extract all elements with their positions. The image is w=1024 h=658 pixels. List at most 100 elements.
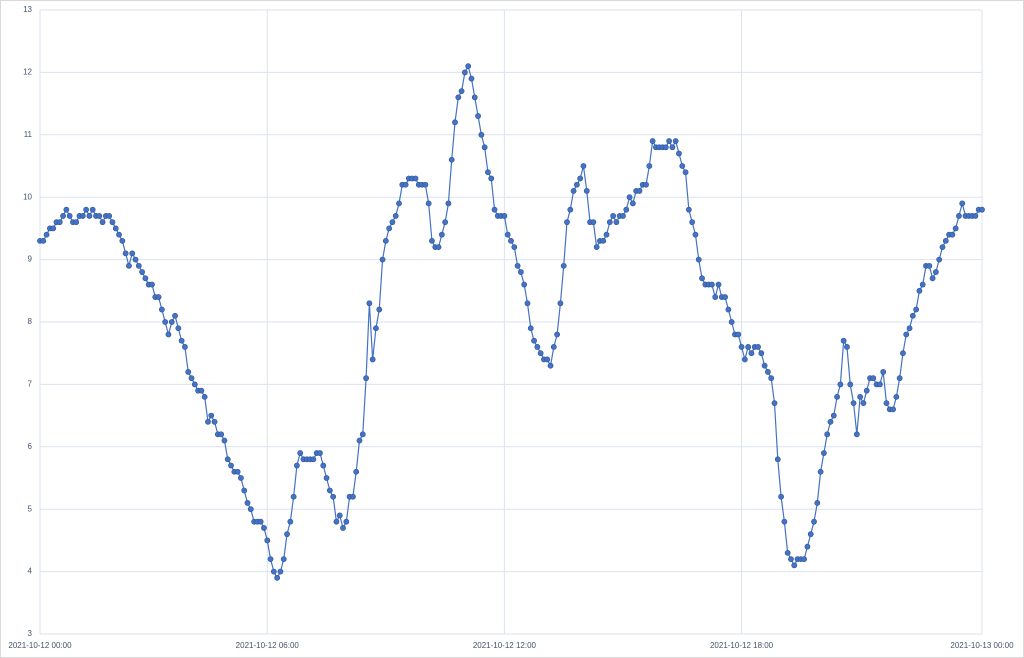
- data-point: [241, 487, 248, 494]
- data-point: [817, 468, 824, 475]
- data-point: [155, 294, 162, 300]
- data-point: [205, 418, 211, 425]
- data-point: [287, 518, 294, 525]
- data-point: [788, 556, 794, 563]
- data-point: [277, 568, 284, 575]
- data-point: [356, 437, 363, 444]
- data-point: [689, 219, 696, 226]
- data-point: [728, 319, 735, 325]
- data-point: [126, 262, 132, 269]
- data-point: [149, 281, 155, 288]
- data-point: [317, 450, 323, 456]
- data-point: [942, 237, 949, 244]
- data-point: [366, 300, 373, 307]
- data-point: [850, 400, 857, 407]
- data-point: [919, 281, 926, 288]
- data-point: [876, 381, 883, 388]
- data-point: [185, 369, 192, 375]
- data-point: [412, 175, 419, 182]
- data-point: [712, 294, 719, 300]
- data-point: [435, 244, 442, 251]
- data-point: [679, 163, 686, 169]
- data-point: [643, 181, 649, 188]
- data-point: [280, 556, 287, 563]
- data-point: [755, 344, 761, 350]
- y-tick-label: 7: [28, 380, 33, 389]
- data-point: [310, 456, 317, 463]
- data-point: [228, 462, 234, 469]
- data-point: [475, 113, 481, 119]
- data-point: [142, 275, 149, 282]
- data-point: [550, 344, 557, 350]
- data-point: [932, 269, 939, 275]
- y-tick-label: 4: [28, 567, 33, 576]
- data-point: [906, 325, 913, 332]
- x-tick-label: 2021-10-12 18:00: [710, 641, 774, 650]
- data-point: [290, 493, 297, 500]
- x-tick-label: 2021-10-13 00:00: [950, 641, 1014, 650]
- data-point: [139, 269, 146, 275]
- data-point: [73, 219, 80, 226]
- data-point: [168, 319, 175, 325]
- data-point: [570, 188, 577, 194]
- data-point: [880, 369, 887, 375]
- data-point: [564, 219, 570, 226]
- data-point: [438, 231, 445, 238]
- data-point: [442, 219, 449, 226]
- data-point: [870, 375, 877, 382]
- data-point: [676, 150, 682, 157]
- data-point: [504, 231, 511, 238]
- data-point: [853, 431, 860, 438]
- data-point: [162, 319, 169, 325]
- data-point: [857, 393, 864, 400]
- y-tick-label: 8: [28, 317, 33, 326]
- data-point: [593, 244, 600, 251]
- data-point: [122, 250, 129, 257]
- data-point: [715, 281, 722, 288]
- data-point: [294, 462, 300, 469]
- data-point: [560, 262, 567, 269]
- data-point: [837, 381, 844, 388]
- data-point: [784, 549, 791, 556]
- data-point: [198, 387, 205, 394]
- data-point: [244, 500, 251, 506]
- data-point: [972, 213, 979, 219]
- data-point: [175, 325, 182, 332]
- data-point: [913, 306, 920, 313]
- data-point: [191, 381, 198, 388]
- data-point: [66, 213, 73, 219]
- data-point: [840, 337, 847, 344]
- data-point: [745, 344, 752, 350]
- data-point: [583, 188, 590, 194]
- data-point: [629, 200, 636, 207]
- data-point: [485, 169, 491, 176]
- data-point: [768, 375, 775, 382]
- data-point: [343, 518, 350, 525]
- data-point: [863, 387, 870, 394]
- data-point: [860, 400, 867, 407]
- data-point: [636, 188, 643, 194]
- data-point: [709, 281, 715, 288]
- data-point: [824, 431, 831, 438]
- data-point: [916, 287, 923, 294]
- data-point: [781, 518, 788, 525]
- data-point: [580, 163, 587, 169]
- data-point: [60, 213, 66, 219]
- data-point: [129, 250, 136, 257]
- data-point: [834, 393, 840, 400]
- data-point: [481, 144, 488, 151]
- data-point: [682, 169, 689, 176]
- data-point: [748, 350, 755, 357]
- data-point: [165, 331, 172, 338]
- data-point: [448, 156, 455, 163]
- data-point: [909, 312, 916, 319]
- data-point: [86, 213, 93, 219]
- data-point: [527, 325, 534, 332]
- data-point: [389, 219, 396, 226]
- data-point: [830, 412, 837, 419]
- data-point: [425, 200, 432, 207]
- data-point: [83, 206, 90, 213]
- data-point: [735, 331, 742, 338]
- data-point: [116, 231, 122, 238]
